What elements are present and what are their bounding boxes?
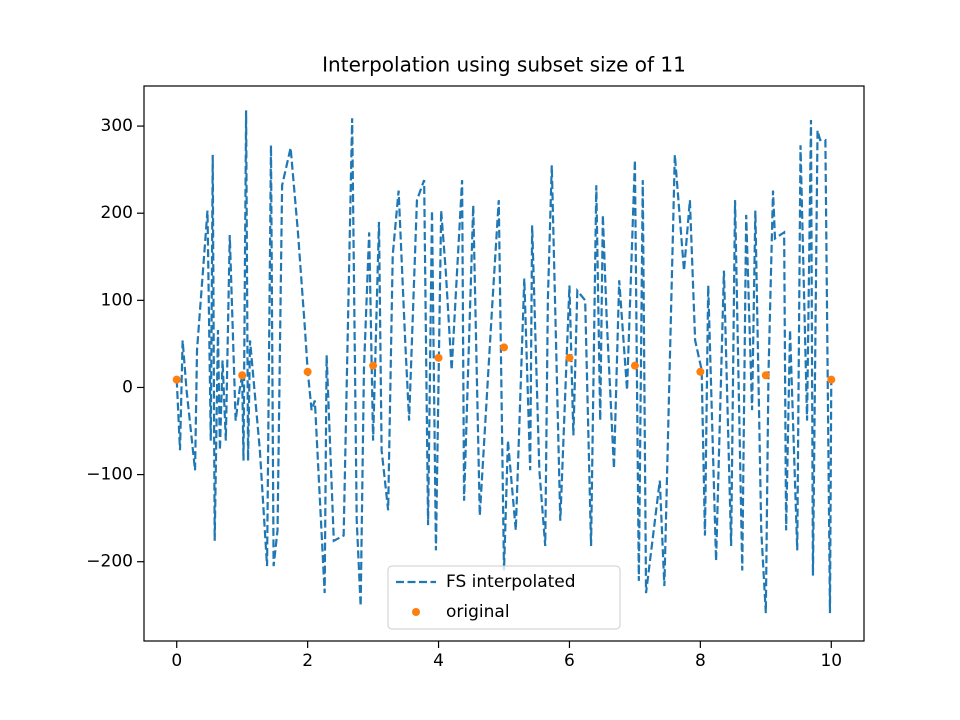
x-tick-label: 0: [171, 651, 182, 671]
x-tick-label: 4: [433, 651, 444, 671]
plot-area: [172, 110, 836, 614]
y-tick-label: 300: [101, 116, 133, 136]
original-point: [238, 371, 247, 380]
original-point: [434, 353, 443, 362]
original-point: [827, 375, 836, 384]
original-point: [696, 367, 705, 376]
y-tick-label: 100: [101, 290, 133, 310]
original-point: [565, 353, 574, 362]
original-point: [761, 371, 770, 380]
x-tick-label: 6: [564, 651, 575, 671]
original-point: [369, 361, 378, 370]
x-tick-label: 2: [302, 651, 313, 671]
original-point: [630, 361, 639, 370]
y-tick-label: −100: [86, 465, 133, 485]
x-tick-label: 10: [820, 651, 842, 671]
original-point: [500, 343, 508, 352]
interpolated-line: [175, 110, 833, 614]
legend-box: [387, 565, 621, 630]
original-point: [303, 367, 312, 376]
legend-swatch: [412, 608, 420, 616]
original-point: [172, 375, 181, 384]
y-tick-label: 0: [122, 377, 133, 397]
x-tick-label: 8: [695, 651, 706, 671]
legend-label: original: [446, 602, 510, 622]
y-tick-label: 200: [101, 203, 133, 223]
y-tick-label: −200: [86, 552, 133, 572]
legend-label: FS interpolated: [446, 572, 576, 592]
axes-frame: [143, 85, 865, 642]
chart-title: Interpolation using subset size of 11: [322, 53, 686, 77]
